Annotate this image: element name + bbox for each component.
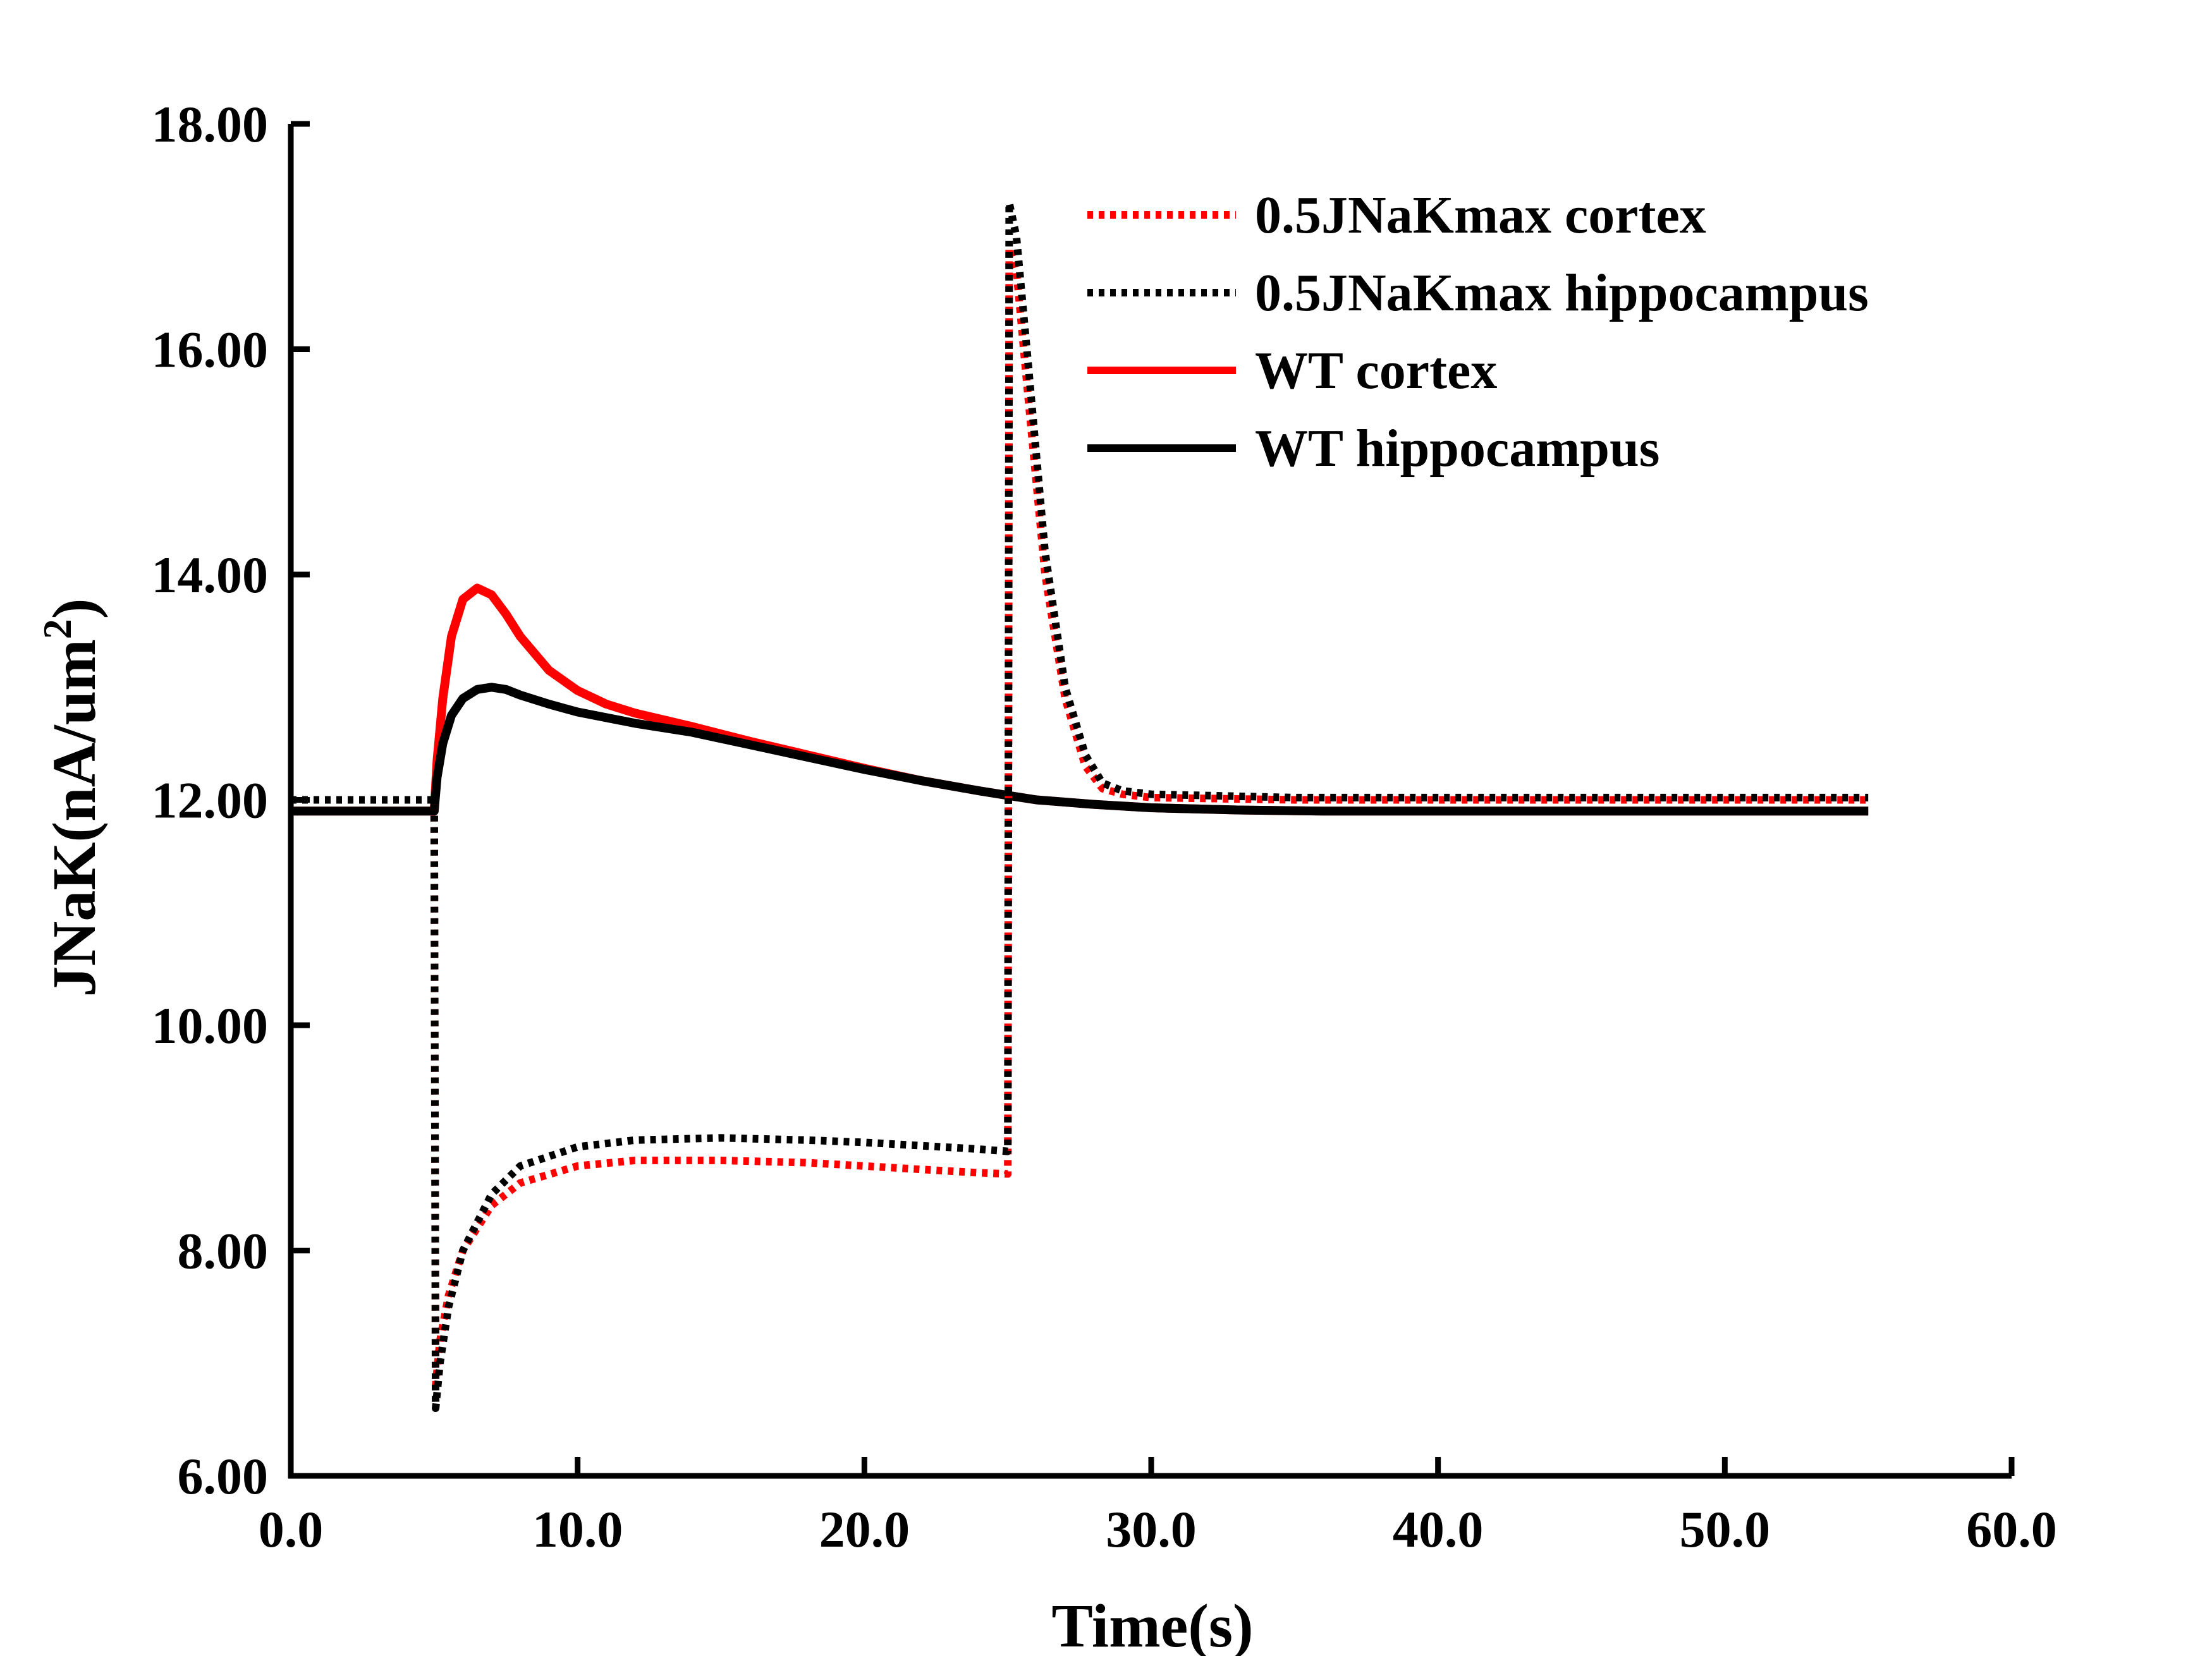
y-axis-title-superscript: 2 xyxy=(35,619,80,639)
legend-label: 0.5JNaKmax hippocampus xyxy=(1255,264,1869,322)
series-line-0-5jnakmax-hippocampus xyxy=(291,198,1869,1413)
series-line-0-5jnakmax-cortex xyxy=(291,244,1869,1390)
y-axis-title-close: ) xyxy=(40,599,109,619)
y-tick-label: 12.00 xyxy=(152,772,269,829)
legend-label: 0.5JNaKmax cortex xyxy=(1255,186,1706,245)
ticks: 0.0 10.0 20.0 30.0 40.0 50.0 60.0 6.00 8.00 10.00… xyxy=(152,95,2057,1558)
x-tick-label: 50.0 xyxy=(1680,1501,1771,1558)
x-tick-label: 60.0 xyxy=(1966,1501,2057,1558)
y-tick-label: 14.00 xyxy=(152,546,269,604)
x-tick-label: 30.0 xyxy=(1106,1501,1197,1558)
y-tick-label: 8.00 xyxy=(178,1222,269,1280)
x-tick-label: 0.0 xyxy=(259,1501,324,1558)
y-tick-label: 6.00 xyxy=(178,1447,269,1505)
y-axis-title: JNaK(nA/um2) xyxy=(35,599,109,997)
y-tick-label: 18.00 xyxy=(152,95,269,153)
series-line-wt-hippocampus xyxy=(291,683,1869,816)
x-tick-label: 40.0 xyxy=(1393,1501,1484,1558)
y-axis-title-main: JNaK(nA/um xyxy=(40,639,109,997)
legend-label: WT hippocampus xyxy=(1255,419,1659,478)
x-tick-label: 20.0 xyxy=(819,1501,910,1558)
legend-label: WT cortex xyxy=(1255,341,1497,400)
legend: 0.5JNaKmax cortex 0.5JNaKmax hippocampus W… xyxy=(1087,186,1869,478)
series-layer xyxy=(291,198,1869,1413)
x-axis-title: Time(s) xyxy=(1051,1592,1253,1656)
y-tick-label: 16.00 xyxy=(152,321,269,379)
y-tick-label: 10.00 xyxy=(152,997,269,1054)
x-tick-label: 10.0 xyxy=(532,1501,623,1558)
